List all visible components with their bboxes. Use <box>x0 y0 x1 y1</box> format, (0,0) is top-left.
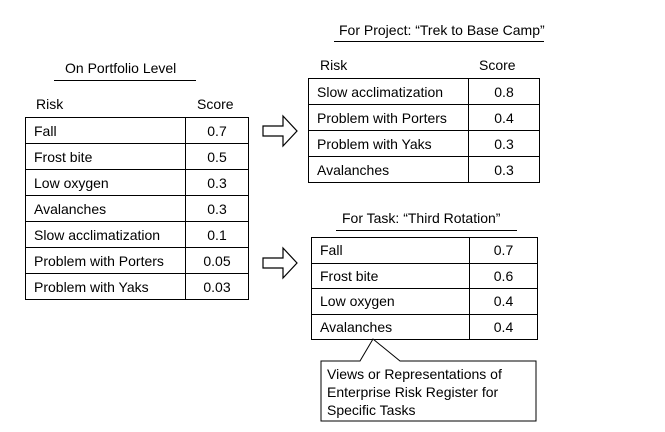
project-risk-header: Risk <box>320 57 348 73</box>
callout-line-1: Views or Representations of <box>327 366 502 382</box>
risk-cell: Fall <box>311 237 470 264</box>
risk-cell: Avalanches <box>311 313 470 340</box>
portfolio-risk-table: Fall 0.7 Frost bite 0.5 Low oxygen 0.3 Avalanc… <box>25 117 249 300</box>
score-cell: 0.3 <box>468 156 540 183</box>
score-cell: 0.6 <box>469 262 538 289</box>
project-rows: Slow acclimatization 0.8 Problem with Port… <box>308 78 540 183</box>
callout-box <box>320 338 537 422</box>
risk-cell: Avalanches <box>25 195 186 222</box>
task-title-underline <box>336 230 517 231</box>
callout-line-3: Specific Tasks <box>327 402 416 418</box>
risk-cell: Slow acclimatization <box>25 221 186 248</box>
project-title: For Project: “Trek to Base Camp” <box>339 22 545 38</box>
portfolio-rows: Fall 0.7 Frost bite 0.5 Low oxygen 0.3 Avalanc… <box>25 117 249 300</box>
portfolio-title: On Portfolio Level <box>65 60 177 76</box>
table-row: Frost bite 0.6 <box>311 262 538 289</box>
score-cell: 0.3 <box>468 130 540 157</box>
task-rows: Fall 0.7 Frost bite 0.6 Low oxygen 0.4 Avalanc… <box>311 237 538 340</box>
project-risk-table: Slow acclimatization 0.8 Problem with Port… <box>308 78 540 183</box>
callout-text: Views or Representations of Enterprise R… <box>327 365 532 419</box>
portfolio-score-header: Score <box>197 96 234 112</box>
table-row: Fall 0.7 <box>25 117 249 144</box>
risk-cell: Problem with Yaks <box>25 273 186 300</box>
block-arrow-to-task <box>262 246 298 280</box>
risk-cell: Low oxygen <box>311 288 470 315</box>
portfolio-risk-header: Risk <box>36 96 64 112</box>
block-arrow-to-project <box>262 114 298 148</box>
score-cell: 0.7 <box>185 117 249 144</box>
score-cell: 0.5 <box>185 143 249 170</box>
table-row: Avalanches 0.4 <box>311 313 538 340</box>
score-cell: 0.3 <box>185 169 249 196</box>
risk-cell: Avalanches <box>308 156 469 183</box>
task-title: For Task: “Third Rotation” <box>342 210 501 226</box>
score-cell: 0.03 <box>185 273 249 300</box>
risk-cell: Problem with Porters <box>25 247 186 274</box>
score-cell: 0.8 <box>468 78 540 105</box>
score-cell: 0.4 <box>469 313 538 340</box>
table-row: Slow acclimatization 0.8 <box>308 78 540 105</box>
table-row: Avalanches 0.3 <box>308 156 540 183</box>
project-title-underline <box>334 41 544 42</box>
risk-cell: Problem with Porters <box>308 104 469 131</box>
callout-line-2: Enterprise Risk Register for <box>327 384 499 400</box>
table-row: Avalanches 0.3 <box>25 195 249 222</box>
table-row: Problem with Yaks 0.03 <box>25 273 249 300</box>
task-risk-table: Fall 0.7 Frost bite 0.6 Low oxygen 0.4 Avalanc… <box>311 237 538 340</box>
portfolio-title-underline <box>54 80 196 81</box>
table-row: Problem with Porters 0.05 <box>25 247 249 274</box>
risk-cell: Frost bite <box>311 262 470 289</box>
table-row: Fall 0.7 <box>311 237 538 264</box>
project-score-header: Score <box>479 57 516 73</box>
table-row: Problem with Porters 0.4 <box>308 104 540 131</box>
